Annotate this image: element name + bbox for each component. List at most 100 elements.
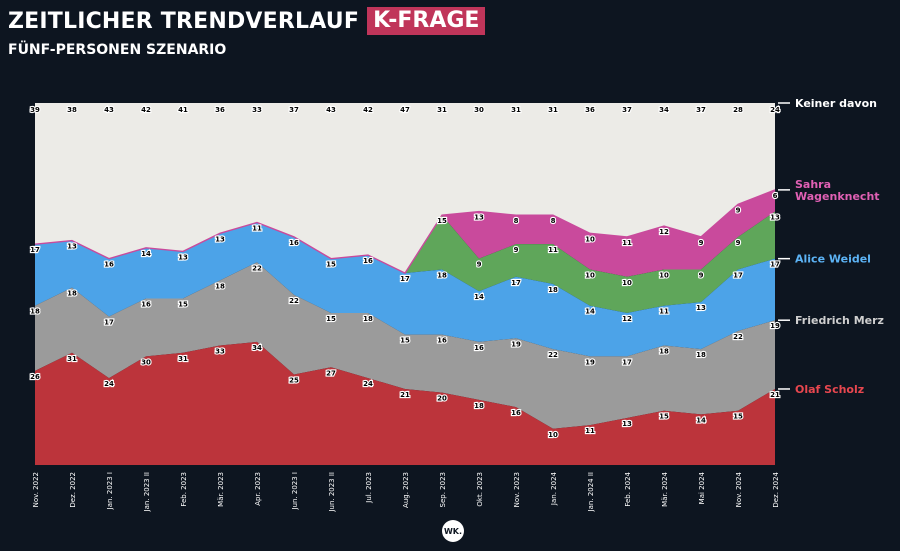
data-label: 18 bbox=[659, 348, 669, 356]
data-label: 16 bbox=[437, 337, 447, 345]
data-label: 15 bbox=[437, 217, 447, 225]
x-axis-labels: Nov. 2022 Dez. 2022 Jan. 2023 I Jan. 2023 I… bbox=[32, 471, 780, 512]
data-label: 37 bbox=[696, 106, 706, 114]
x-tick-label: Jan. 2023 I bbox=[106, 472, 114, 510]
area-keiner-davon bbox=[35, 103, 775, 274]
data-label: 25 bbox=[289, 377, 299, 385]
data-label: 12 bbox=[622, 315, 632, 323]
data-label: 15 bbox=[659, 413, 669, 421]
x-tick-label: Nov. 2024 bbox=[735, 471, 743, 507]
x-tick-label: Nov. 2022 bbox=[32, 472, 40, 507]
data-label: 13 bbox=[770, 214, 780, 222]
x-tick-label: Mai 2024 bbox=[698, 471, 706, 504]
data-label: 15 bbox=[400, 337, 410, 345]
x-tick-label: Jan. 2024 II bbox=[587, 472, 595, 512]
data-label: 41 bbox=[178, 106, 188, 114]
data-label: 22 bbox=[733, 333, 743, 341]
data-label: 20 bbox=[437, 395, 447, 403]
data-label: 10 bbox=[622, 279, 632, 287]
data-label: 9 bbox=[514, 246, 519, 254]
area-top-outline bbox=[34, 189, 776, 275]
data-label: 24 bbox=[363, 380, 373, 388]
data-label: 9 bbox=[736, 239, 741, 247]
area-wagenknecht bbox=[35, 189, 775, 277]
data-label: 14 bbox=[141, 250, 151, 258]
data-label: 16 bbox=[104, 261, 114, 269]
legend-alice-weidel: Alice Weidel bbox=[795, 253, 871, 266]
data-label: 17 bbox=[770, 261, 780, 269]
data-label: 16 bbox=[474, 344, 484, 352]
data-label: 15 bbox=[326, 315, 336, 323]
data-label: 24 bbox=[770, 106, 780, 114]
legend-keiner-davon: Keiner davon bbox=[795, 97, 877, 110]
legend-olaf-scholz: Olaf Scholz bbox=[795, 383, 864, 396]
data-label: 16 bbox=[289, 239, 299, 247]
data-label: 18 bbox=[696, 351, 706, 359]
data-label: 17 bbox=[733, 272, 743, 280]
data-label: 27 bbox=[326, 369, 336, 377]
data-label: 31 bbox=[437, 106, 447, 114]
data-label: 18 bbox=[215, 282, 225, 290]
x-tick-label: Feb. 2024 bbox=[624, 471, 632, 506]
data-label: 17 bbox=[622, 358, 632, 366]
data-label: 13 bbox=[474, 214, 484, 222]
data-label: 16 bbox=[141, 300, 151, 308]
data-label: 31 bbox=[178, 355, 188, 363]
data-label: 18 bbox=[548, 286, 558, 294]
x-tick-label: Okt. 2023 bbox=[476, 472, 484, 507]
data-label: 13 bbox=[215, 235, 225, 243]
data-label: 17 bbox=[104, 319, 114, 327]
x-tick-label: Jun. 2023 II bbox=[328, 472, 336, 513]
data-label: 34 bbox=[252, 344, 262, 352]
data-label: 22 bbox=[252, 264, 262, 272]
legend-sahra-wagenknecht: Wagenknecht bbox=[795, 190, 880, 203]
data-label: 16 bbox=[363, 257, 373, 265]
area-friedrich-merz bbox=[35, 262, 775, 429]
data-label: 11 bbox=[252, 224, 262, 232]
chart-subtitle: FÜNF-PERSONEN SZENARIO bbox=[8, 42, 227, 58]
data-label: 17 bbox=[511, 279, 521, 287]
data-label: 11 bbox=[585, 427, 595, 435]
data-label: 33 bbox=[252, 106, 262, 114]
data-label: 14 bbox=[474, 293, 484, 301]
data-label: 22 bbox=[289, 297, 299, 305]
data-label: 16 bbox=[511, 409, 521, 417]
x-tick-label: Jan. 2023 II bbox=[143, 472, 151, 512]
data-label: 15 bbox=[326, 261, 336, 269]
data-label: 9 bbox=[699, 239, 704, 247]
x-tick-label: Jul. 2023 bbox=[365, 472, 373, 504]
data-label: 36 bbox=[585, 106, 595, 114]
legend-friedrich-merz: Friedrich Merz bbox=[795, 314, 884, 327]
data-label: 10 bbox=[659, 272, 669, 280]
data-label: 17 bbox=[30, 246, 40, 254]
data-label: 15 bbox=[733, 413, 743, 421]
data-label: 31 bbox=[548, 106, 558, 114]
x-tick-label: Feb. 2023 bbox=[180, 472, 188, 507]
data-label: 14 bbox=[696, 416, 706, 424]
legend-sahra-wagenknecht: Sahra bbox=[795, 178, 831, 191]
title-badge: K-FRAGE bbox=[367, 7, 486, 35]
data-label: 17 bbox=[400, 275, 410, 283]
data-label: 13 bbox=[622, 420, 632, 428]
x-tick-label: Dez. 2024 bbox=[772, 471, 780, 507]
data-label: 30 bbox=[141, 358, 151, 366]
data-label: 19 bbox=[770, 322, 780, 330]
data-label: 26 bbox=[30, 373, 40, 381]
data-label: 13 bbox=[178, 253, 188, 261]
x-tick-label: Nov. 2023 bbox=[513, 472, 521, 507]
data-label: 37 bbox=[622, 106, 632, 114]
data-label: 18 bbox=[474, 402, 484, 410]
data-label: 13 bbox=[67, 243, 77, 251]
data-label: 13 bbox=[696, 304, 706, 312]
data-label: 22 bbox=[548, 351, 558, 359]
data-label: 14 bbox=[585, 308, 595, 316]
x-tick-label: Jun. 2023 I bbox=[291, 472, 299, 511]
data-label: 10 bbox=[585, 235, 595, 243]
area-wagenknecht-green bbox=[35, 211, 775, 313]
x-tick-label: Dez. 2022 bbox=[69, 472, 77, 508]
x-tick-label: Jan. 2024 bbox=[550, 471, 558, 506]
data-label: 18 bbox=[363, 315, 373, 323]
data-label: 37 bbox=[289, 106, 299, 114]
data-label: 18 bbox=[67, 290, 77, 298]
